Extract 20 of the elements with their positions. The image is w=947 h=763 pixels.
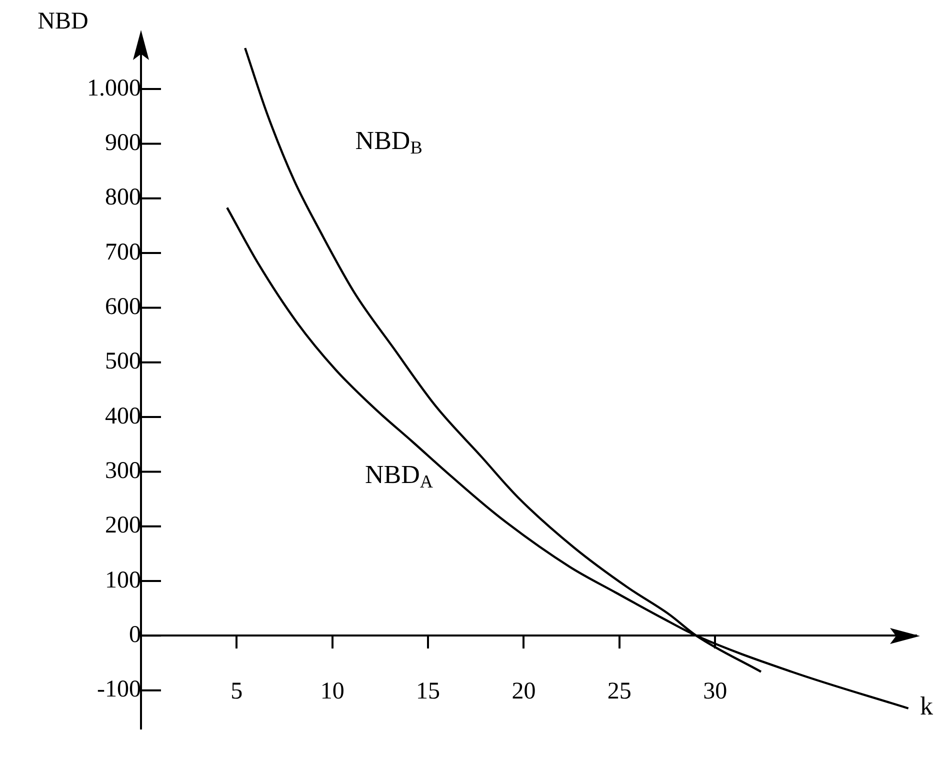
y-tick-label: 100 xyxy=(105,567,141,594)
y-tick-label: 900 xyxy=(105,130,141,156)
y-tick-label: 0 xyxy=(129,622,141,648)
y-tick-label: 500 xyxy=(105,348,141,375)
y-tick-label: -100 xyxy=(97,676,141,703)
y-tick-label: 200 xyxy=(105,512,141,539)
x-tick-label: 20 xyxy=(512,678,536,704)
x-tick-label: 15 xyxy=(416,678,440,704)
y-axis-title: NBD xyxy=(38,8,88,35)
y-tick-label: 300 xyxy=(105,458,141,484)
y-tick-label: 1.000 xyxy=(87,75,141,102)
x-axis-title: k xyxy=(920,692,933,721)
x-tick-label: 10 xyxy=(320,678,344,704)
y-tick-label: 800 xyxy=(105,184,141,211)
x-tick-label: 30 xyxy=(703,678,728,704)
y-tick-label: 600 xyxy=(105,294,141,320)
x-tick-label: 25 xyxy=(607,678,632,704)
y-tick-label: 400 xyxy=(105,403,141,430)
x-tick-label: 5 xyxy=(230,678,243,704)
y-tick-label: 700 xyxy=(105,239,141,266)
